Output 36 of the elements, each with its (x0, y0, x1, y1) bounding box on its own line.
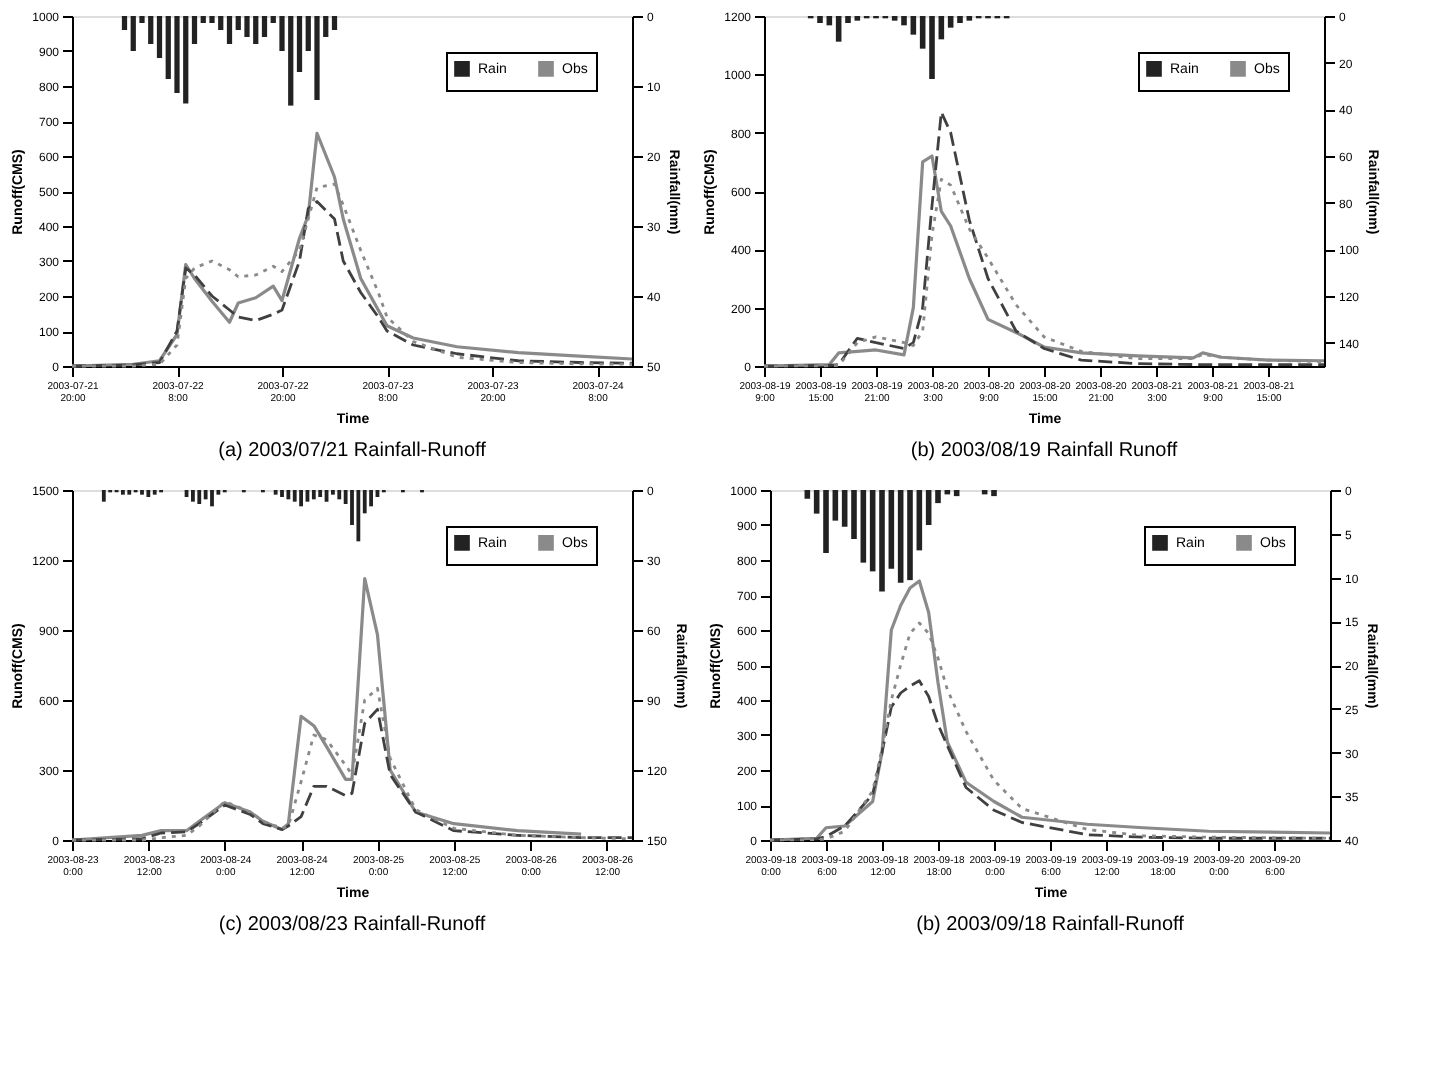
bar (823, 490, 829, 553)
bar (835, 16, 842, 42)
bar (244, 16, 250, 37)
bar (947, 16, 954, 28)
bar (901, 16, 907, 26)
bar (845, 16, 851, 23)
bar (841, 490, 848, 527)
bar (991, 490, 997, 497)
bar (851, 490, 857, 539)
bar (226, 16, 233, 44)
bar (817, 16, 823, 23)
bar (907, 490, 913, 581)
bar (879, 490, 885, 592)
bar (888, 490, 895, 569)
text: (a) 2003/07/21 Rainfall-Runoff (218, 440, 487, 462)
bar (191, 16, 198, 44)
bar (314, 16, 320, 100)
bar (919, 16, 926, 49)
bar (296, 16, 303, 72)
bar (209, 16, 215, 23)
text: (c) 2003/08/23 Rainfall-Runoff (218, 914, 486, 936)
bar (331, 16, 338, 30)
bar (957, 16, 963, 23)
bar (156, 16, 163, 58)
bar (935, 490, 941, 504)
text: (b) 2003/09/18 Rainfall-Runoff (916, 914, 1185, 936)
bar (910, 16, 917, 35)
bar (860, 490, 867, 563)
bar (804, 490, 811, 499)
bar (813, 490, 820, 514)
bar (121, 16, 128, 30)
bar (897, 490, 904, 583)
bar (929, 16, 935, 79)
bar (261, 16, 268, 37)
text: (b) 2003/08/19 Rainfall Runoff (910, 440, 1178, 462)
bar (832, 490, 839, 521)
